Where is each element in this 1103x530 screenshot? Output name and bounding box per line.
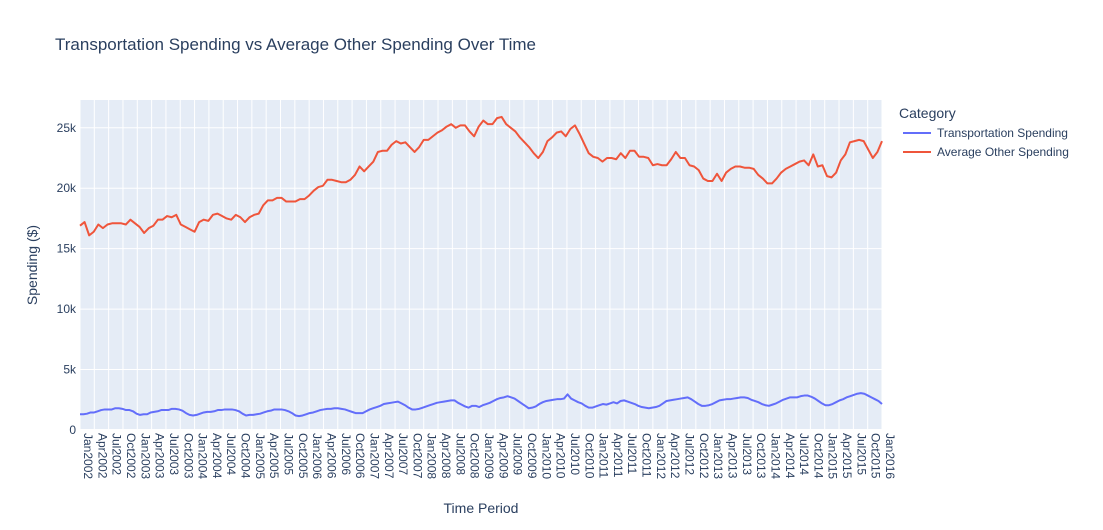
x-tick-label: Oct2003 [181,433,195,479]
x-tick-label: Jan2015 [826,433,840,479]
y-tick-label: 20k [57,181,77,195]
x-tick-label: Jul2008 [453,433,467,475]
x-tick-label: Jul2005 [282,433,296,475]
x-tick-label: Apr2004 [210,433,224,479]
y-axis-ticks: 0 5k 10k 15k 20k 25k [57,121,77,437]
legend-label-transportation: Transportation Spending [937,126,1068,140]
x-tick-label: Apr2006 [324,433,338,479]
x-tick-label: Jan2008 [425,433,439,479]
x-tick-label: Jan2012 [654,433,668,479]
x-tick-label: Jan2005 [253,433,267,479]
x-tick-label: Jan2004 [196,433,210,479]
x-tick-label: Jul2003 [167,433,181,475]
series-line-transportation [80,392,883,418]
x-tick-label: Jan2014 [768,433,782,479]
x-tick-label: Jan2003 [138,433,152,479]
y-tick-label: 5k [63,363,77,377]
x-tick-label: Oct2009 [525,433,539,479]
x-tick-label: Jul2009 [511,433,525,475]
x-tick-label: Apr2012 [668,433,682,479]
x-tick-label: Apr2009 [496,433,510,479]
y-tick-label: 25k [57,121,77,135]
x-tick-label: Jul2011 [625,433,639,474]
x-tick-label: Oct2010 [582,433,596,479]
x-tick-label: Apr2008 [439,433,453,479]
x-tick-label: Apr2015 [840,433,854,479]
y-tick-label: 0 [69,423,76,437]
x-tick-label: Oct2004 [239,433,253,479]
x-tick-label: Jul2004 [224,433,238,475]
x-tick-label: Jul2013 [740,433,754,475]
x-tick-label: Jan2009 [482,433,496,479]
x-tick-label: Apr2010 [554,433,568,479]
legend-label-other: Average Other Spending [937,145,1069,159]
y-tick-label: 10k [57,302,77,316]
x-tick-label: Apr2007 [382,433,396,479]
x-tick-label: Apr2013 [725,433,739,479]
legend-item-other[interactable]: Average Other Spending [903,145,1069,159]
x-axis-label: Time Period [444,500,519,516]
x-tick-label: Jul2014 [797,433,811,475]
x-tick-label: Jan2006 [310,433,324,479]
legend-item-transportation[interactable]: Transportation Spending [903,126,1068,140]
x-tick-label: Jul2007 [396,433,410,475]
x-tick-label: Oct2006 [353,433,367,479]
x-tick-label: Oct2011 [640,433,654,478]
x-tick-label: Oct2013 [754,433,768,479]
x-tick-label: Apr2002 [95,433,109,479]
x-tick-label: Oct2007 [410,433,424,479]
x-tick-label: Oct2002 [124,433,138,479]
x-tick-label: Oct2008 [468,433,482,479]
x-tick-label: Jan2007 [367,433,381,479]
y-axis-label: Spending ($) [24,225,40,305]
x-tick-label: Apr2003 [153,433,167,479]
x-tick-label: Jan2016 [883,433,897,479]
x-tick-label: Apr2005 [267,433,281,479]
x-tick-label: Apr2014 [783,433,797,479]
x-tick-label: Jul2006 [339,433,353,475]
x-tick-label: Jul2015 [854,433,868,475]
chart-title: Transportation Spending vs Average Other… [55,35,536,54]
legend-title: Category [899,105,956,121]
x-tick-label: Oct2005 [296,433,310,479]
x-tick-label: Oct2014 [811,433,825,479]
y-tick-label: 15k [57,242,77,256]
x-tick-label: Jul2012 [683,433,697,475]
series-lines [79,115,883,418]
gridlines [79,100,883,431]
legend: Category Transportation Spending Average… [899,105,1069,159]
x-tick-label: Jan2011 [597,433,611,478]
x-tick-label: Oct2015 [869,433,883,479]
x-tick-label: Apr2011 [611,433,625,478]
x-tick-label: Jan2013 [711,433,725,479]
x-tick-label: Jan2010 [539,433,553,479]
x-tick-label: Oct2012 [697,433,711,479]
x-axis-ticks: Jan2002 Apr2002 Jul2002 Oct2002 Jan2003 Apr20… [81,433,897,479]
series-line-other [79,115,883,237]
x-tick-label: Jul2002 [110,433,124,475]
x-tick-label: Jul2010 [568,433,582,475]
x-tick-label: Jan2002 [81,433,95,479]
